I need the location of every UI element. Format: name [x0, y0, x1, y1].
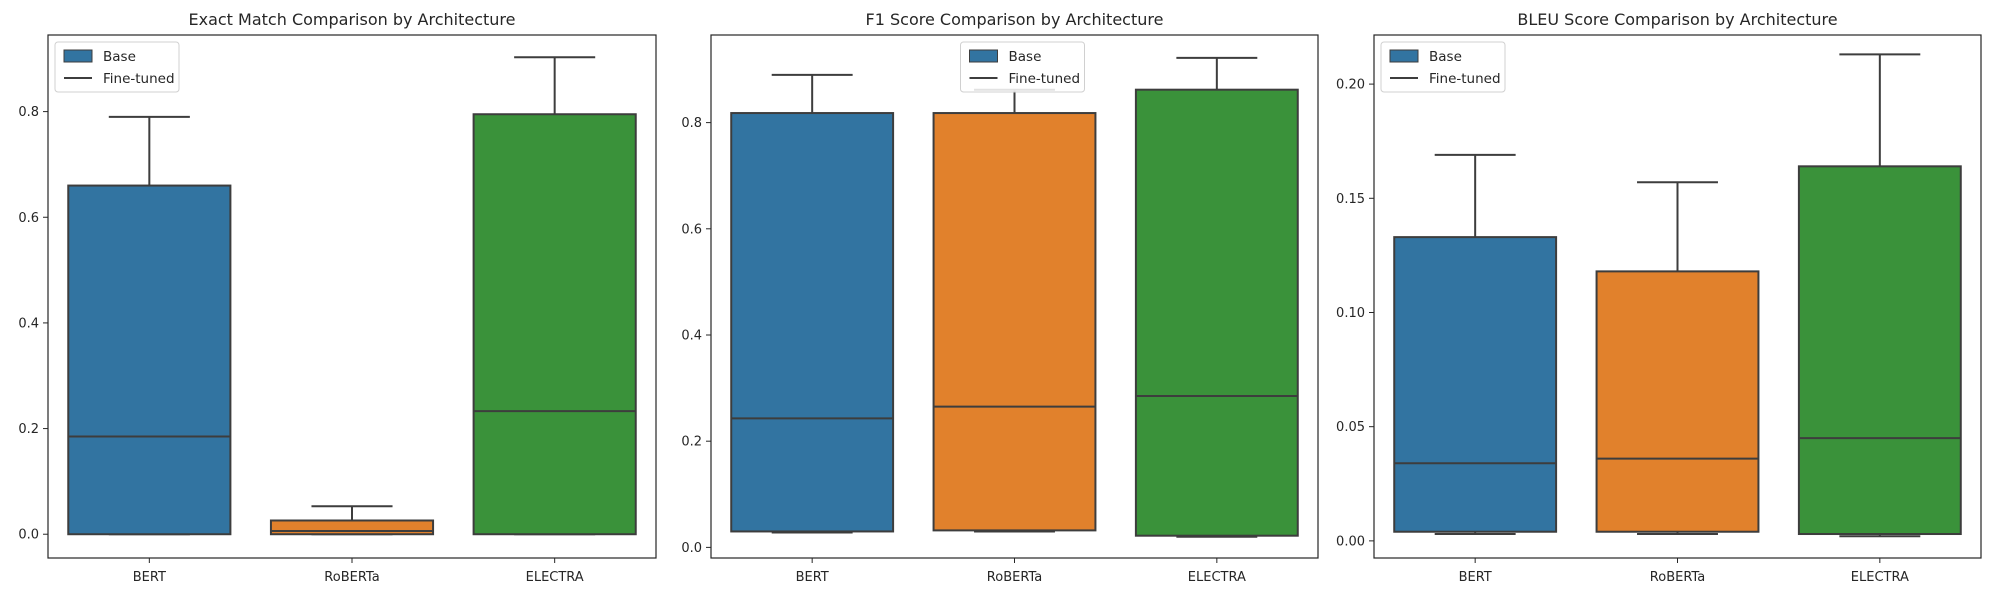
- box-roberta: [1595, 270, 1760, 533]
- y-tick-label: 0.2: [681, 435, 702, 450]
- x-tick-label: RoBERTa: [1650, 570, 1705, 585]
- x-tick-label: ELECTRA: [1851, 570, 1909, 585]
- y-tick-label: 0.4: [18, 316, 39, 331]
- y-tick-label: 0.6: [681, 222, 702, 237]
- y-tick-label: 0.6: [18, 211, 39, 226]
- x-tick-label: RoBERTa: [324, 570, 379, 585]
- box-bert: [1393, 236, 1558, 533]
- legend: Base Fine-tuned: [960, 41, 1085, 93]
- x-tick-label: BERT: [133, 570, 166, 585]
- legend-swatch-base: [1389, 49, 1419, 63]
- x-tick-label: ELECTRA: [526, 570, 584, 585]
- y-tick-label: 0.20: [1336, 78, 1365, 93]
- box-bert: [730, 112, 895, 533]
- legend: Base Fine-tuned: [1380, 41, 1506, 93]
- box-roberta: [269, 519, 435, 536]
- y-tick-label: 0.10: [1336, 306, 1365, 321]
- chart-title: F1 Score Comparison by Architecture: [866, 10, 1164, 29]
- box-roberta: [932, 112, 1097, 532]
- legend-swatch-base: [63, 49, 93, 63]
- x-tick-label: BERT: [796, 570, 829, 585]
- y-tick-label: 0.0: [681, 541, 702, 556]
- box-bert: [67, 184, 232, 536]
- legend-label-base: Base: [1009, 49, 1042, 65]
- box-electra: [472, 113, 637, 536]
- y-tick-label: 0.05: [1336, 420, 1365, 435]
- chart-panel-3: BLEU Score Comparison by Architecture 0.0…: [1336, 10, 1982, 585]
- legend-label-base: Base: [1429, 49, 1462, 65]
- axes-frame: [710, 34, 1319, 559]
- box-electra: [1797, 165, 1962, 536]
- chart-panel-2: F1 Score Comparison by Architecture 0.0 0.…: [681, 10, 1319, 585]
- chart-title: BLEU Score Comparison by Architecture: [1517, 10, 1837, 29]
- legend-label-finetuned: Fine-tuned: [103, 71, 175, 87]
- y-tick-label: 0.8: [18, 105, 39, 120]
- box-electra: [1134, 88, 1299, 537]
- x-tick-label: RoBERTa: [987, 570, 1042, 585]
- legend-label-finetuned: Fine-tuned: [1009, 71, 1081, 87]
- chart-title: Exact Match Comparison by Architecture: [189, 10, 516, 29]
- y-tick-label: 0.15: [1336, 192, 1365, 207]
- legend-swatch-base: [969, 49, 998, 63]
- chart-panel-1: Exact Match Comparison by Architecture 0.…: [18, 10, 657, 585]
- x-tick-label: ELECTRA: [1188, 570, 1246, 585]
- legend-label-base: Base: [103, 49, 136, 65]
- x-tick-label: BERT: [1459, 570, 1492, 585]
- legend: Base Fine-tuned: [54, 41, 180, 93]
- y-tick-label: 0.4: [681, 328, 702, 343]
- axes-frame: [1373, 34, 1982, 559]
- y-tick-label: 0.0: [18, 528, 39, 543]
- legend-label-finetuned: Fine-tuned: [1429, 71, 1501, 87]
- y-tick-label: 0.8: [681, 116, 702, 131]
- y-tick-label: 0.00: [1336, 534, 1365, 549]
- axes-frame: [47, 34, 657, 559]
- y-tick-label: 0.2: [18, 422, 39, 437]
